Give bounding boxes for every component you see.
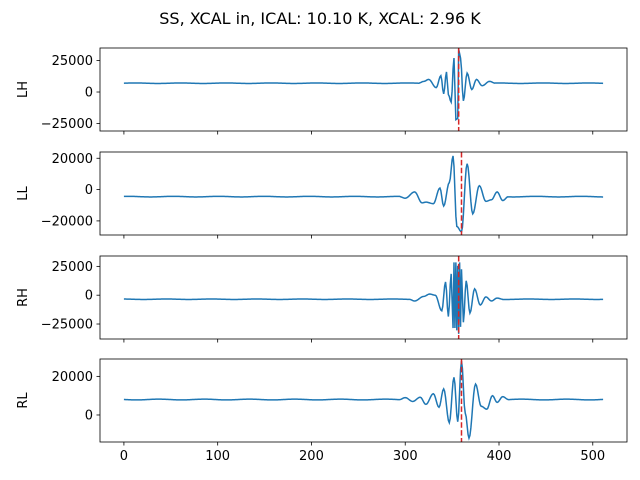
y-tick-label: 20000 [52, 370, 93, 385]
x-tick-label: 100 [205, 449, 230, 464]
y-axis-label: RH [16, 288, 31, 307]
x-tick-label: 300 [393, 449, 418, 464]
x-tick-label: 200 [299, 449, 324, 464]
axes-frame [99, 358, 628, 443]
y-tick-label: −20000 [41, 214, 93, 229]
chart-title: SS, XCAL in, ICAL: 10.10 K, XCAL: 2.96 K [159, 9, 481, 28]
y-tick-label: 25000 [52, 260, 93, 275]
subplot-ll: −20000 0 20000 LL [16, 151, 628, 239]
y-tick-label: 0 [85, 183, 93, 198]
subplot-rh: −25000 0 25000 RH [16, 255, 628, 343]
signal-line [123, 360, 604, 441]
y-tick-label: −25000 [41, 318, 93, 333]
signal-line [123, 155, 604, 234]
signal-line [123, 262, 604, 334]
axes-group: −25000025000LH−20000020000LL−25000025000… [16, 47, 628, 464]
y-tick-label: 0 [85, 289, 93, 304]
y-tick-label: 25000 [52, 54, 93, 69]
axes-frame [99, 151, 628, 236]
y-axis-label: LL [16, 186, 31, 201]
axes-frame [99, 255, 628, 340]
x-tick-label: 400 [487, 449, 512, 464]
y-tick-label: 0 [85, 86, 93, 101]
axes-frame [99, 47, 628, 132]
y-axis-label: LH [16, 81, 31, 98]
y-tick-label: 0 [85, 408, 93, 423]
y-tick-label: 20000 [52, 152, 93, 167]
x-tick-label: 0 [120, 449, 128, 464]
x-tick-label: 500 [580, 449, 605, 464]
signal-line [123, 49, 604, 122]
y-tick-label: −25000 [41, 117, 93, 132]
y-axis-label: RL [16, 392, 31, 409]
subplot-rl: 0 20000 0 100 200 300 400 500 RL [16, 358, 628, 464]
subplot-lh: −25000 0 25000 LH [16, 47, 628, 135]
